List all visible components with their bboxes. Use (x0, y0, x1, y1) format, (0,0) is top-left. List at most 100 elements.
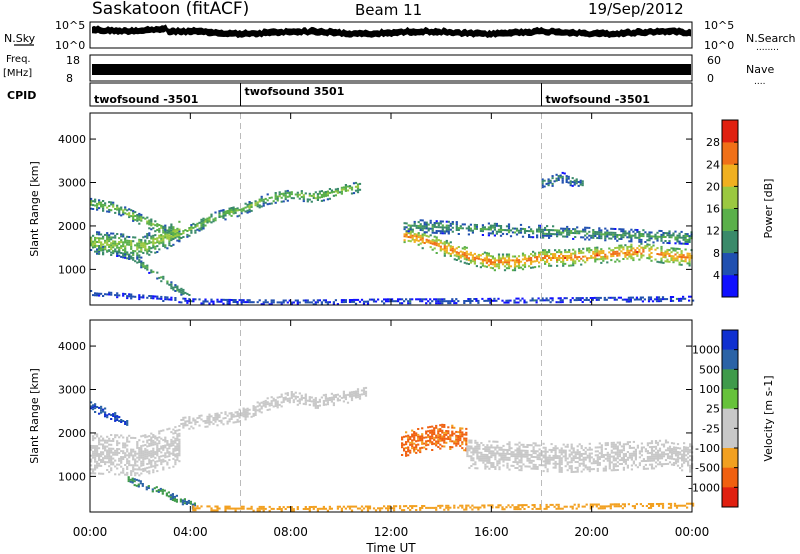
data-cell (453, 302, 456, 305)
data-cell (166, 235, 169, 238)
data-cell (144, 434, 147, 437)
data-cell (566, 233, 569, 236)
data-cell (192, 222, 195, 225)
data-cell (654, 235, 657, 238)
data-cell (236, 303, 239, 305)
data-cell (664, 240, 667, 242)
data-cell (528, 255, 531, 258)
data-cell (461, 504, 464, 507)
data-cell (162, 231, 165, 234)
data-cell (124, 251, 127, 254)
data-cell (405, 230, 408, 233)
data-cell (574, 254, 577, 257)
data-cell (604, 453, 607, 456)
station-title: Saskatoon (fitACF) (92, 0, 249, 19)
data-cell (100, 233, 103, 236)
data-cell (519, 504, 522, 507)
data-cell (497, 259, 501, 262)
data-cell (280, 301, 283, 304)
data-cell (170, 229, 173, 232)
data-cell (174, 299, 177, 301)
data-cell (419, 508, 422, 511)
data-cell (502, 454, 505, 457)
data-cell (483, 504, 486, 507)
data-cell (544, 452, 547, 455)
data-cell (582, 236, 585, 239)
data-cell (660, 457, 664, 460)
data-cell (658, 229, 661, 232)
data-cell (588, 230, 591, 233)
data-cell (298, 197, 301, 200)
data-cell (102, 453, 105, 456)
data-cell (122, 233, 125, 236)
data-cell (140, 242, 143, 245)
data-cell (660, 235, 663, 238)
data-cell (489, 228, 492, 231)
data-cell (489, 266, 492, 269)
data-cell (642, 458, 645, 461)
data-cell (678, 234, 681, 237)
data-cell (140, 244, 143, 247)
data-cell (314, 399, 317, 402)
data-cell (588, 456, 591, 459)
data-cell (425, 240, 428, 243)
data-cell (493, 263, 496, 266)
data-cell (178, 428, 181, 431)
data-cell (552, 454, 555, 457)
data-cell (138, 250, 141, 253)
data-cell (686, 256, 689, 259)
data-cell (188, 422, 191, 424)
data-cell (96, 204, 99, 207)
data-cell (326, 194, 329, 197)
data-cell (108, 443, 111, 446)
data-cell (552, 449, 555, 452)
data-cell (439, 428, 442, 431)
data-cell (650, 463, 654, 466)
data-cell (538, 230, 541, 233)
data-cell (503, 259, 507, 262)
data-cell (459, 439, 462, 442)
colorbar-tick-label: 25 (706, 403, 720, 416)
data-cell (403, 222, 406, 225)
data-cell (530, 459, 533, 462)
data-cell (409, 224, 412, 227)
data-cell (268, 505, 271, 508)
data-cell (588, 257, 591, 260)
data-cell (124, 237, 127, 240)
data-cell (582, 259, 585, 262)
data-cell (94, 236, 97, 239)
data-cell (102, 443, 105, 446)
data-cell (497, 267, 501, 270)
data-cell (582, 462, 585, 465)
data-cell (134, 450, 137, 453)
data-cell (133, 484, 136, 487)
data-cell (176, 239, 179, 242)
data-cell (342, 400, 345, 403)
x-tick-label: 00:00 (675, 525, 710, 539)
data-cell (407, 450, 410, 453)
data-cell (286, 392, 289, 395)
data-cell (286, 399, 289, 402)
data-cell (588, 458, 591, 461)
data-cell (630, 234, 633, 237)
data-cell (666, 453, 670, 456)
data-cell (170, 237, 173, 240)
data-cell (124, 293, 127, 295)
data-cell (561, 507, 564, 510)
data-cell (684, 235, 687, 237)
data-cell (176, 289, 179, 292)
data-cell (502, 452, 505, 455)
data-cell (518, 447, 521, 450)
beam-title: Beam 11 (355, 1, 422, 19)
data-cell (548, 255, 551, 257)
data-cell (118, 448, 121, 451)
data-cell (128, 452, 131, 455)
data-cell (481, 253, 484, 255)
data-cell (532, 230, 535, 233)
data-cell (180, 289, 183, 292)
data-cell (214, 217, 217, 220)
data-cell (577, 505, 580, 508)
data-cell (480, 457, 483, 460)
data-cell (455, 247, 458, 250)
data-cell (246, 407, 249, 410)
